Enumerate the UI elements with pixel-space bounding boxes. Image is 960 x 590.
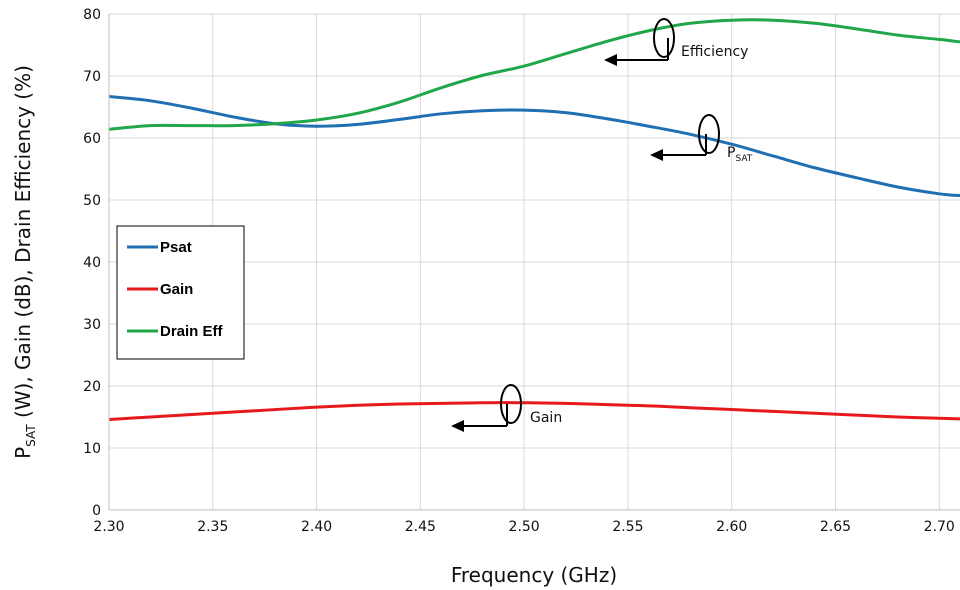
- x-tick-label: 2.45: [405, 519, 436, 535]
- x-tick-label: 2.65: [820, 519, 851, 535]
- y-tick-labels: 0 10 20 30 40 50 60 70 80: [83, 7, 101, 519]
- y-tick-label: 50: [83, 193, 101, 209]
- y-tick-label: 80: [83, 7, 101, 23]
- y-tick-label: 30: [83, 317, 101, 333]
- legend: Psat Gain Drain Eff: [116, 225, 245, 360]
- x-tick-label: 2.50: [509, 519, 540, 535]
- legend-label-psat: Psat: [160, 239, 192, 256]
- x-tick-label: 2.30: [93, 519, 124, 535]
- y-axis-title-rest: (W), Gain (dB), Drain Efficiency (%): [11, 65, 35, 424]
- y-tick-label: 10: [83, 441, 101, 457]
- efficiency-marker-ellipse: [653, 18, 675, 58]
- x-tick-label: 2.70: [924, 519, 955, 535]
- annotation-gain: Gain: [451, 384, 562, 432]
- psat-label-sub: SAT: [735, 154, 752, 164]
- y-tick-label: 60: [83, 131, 101, 147]
- efficiency-label: Efficiency: [681, 44, 748, 60]
- gain-arrow-head: [451, 420, 464, 432]
- y-axis-title-sub: SAT: [24, 424, 38, 447]
- series-line-drain-eff: [108, 18, 960, 131]
- psat-label: PSAT: [727, 145, 753, 164]
- psat-arrow-head: [650, 149, 663, 161]
- psat-marker-ellipse: [698, 114, 720, 154]
- gain-label: Gain: [530, 410, 562, 426]
- legend-entries: Psat Gain Drain Eff: [127, 239, 224, 340]
- y-axis-title: PSAT (W), Gain (dB), Drain Efficiency (%…: [11, 65, 38, 459]
- series-layer: [108, 18, 960, 421]
- gain-marker-ellipse: [500, 384, 522, 424]
- grid: [108, 13, 960, 510]
- y-tick-label: 0: [92, 503, 101, 519]
- efficiency-arrow-head: [604, 54, 617, 66]
- x-tick-label: 2.40: [301, 519, 332, 535]
- x-axis-title: Frequency (GHz): [451, 563, 617, 587]
- annotation-psat: PSAT: [650, 114, 753, 164]
- y-tick-label: 40: [83, 255, 101, 271]
- y-tick-label: 70: [83, 69, 101, 85]
- x-tick-label: 2.35: [197, 519, 228, 535]
- x-tick-label: 2.55: [612, 519, 643, 535]
- series-line-psat: [108, 94, 960, 198]
- y-axis-title-main: P: [11, 447, 35, 459]
- series-line-gain: [108, 401, 960, 421]
- legend-label-gain: Gain: [160, 281, 193, 298]
- x-tick-labels: 2.30 2.35 2.40 2.45 2.50 2.55 2.60 2.65 2.70: [93, 519, 954, 535]
- x-tick-label: 2.60: [716, 519, 747, 535]
- annotation-efficiency: Efficiency: [604, 18, 748, 66]
- y-tick-label: 20: [83, 379, 101, 395]
- psat-label-main: P: [727, 145, 735, 161]
- legend-label-drain-eff: Drain Eff: [160, 323, 224, 340]
